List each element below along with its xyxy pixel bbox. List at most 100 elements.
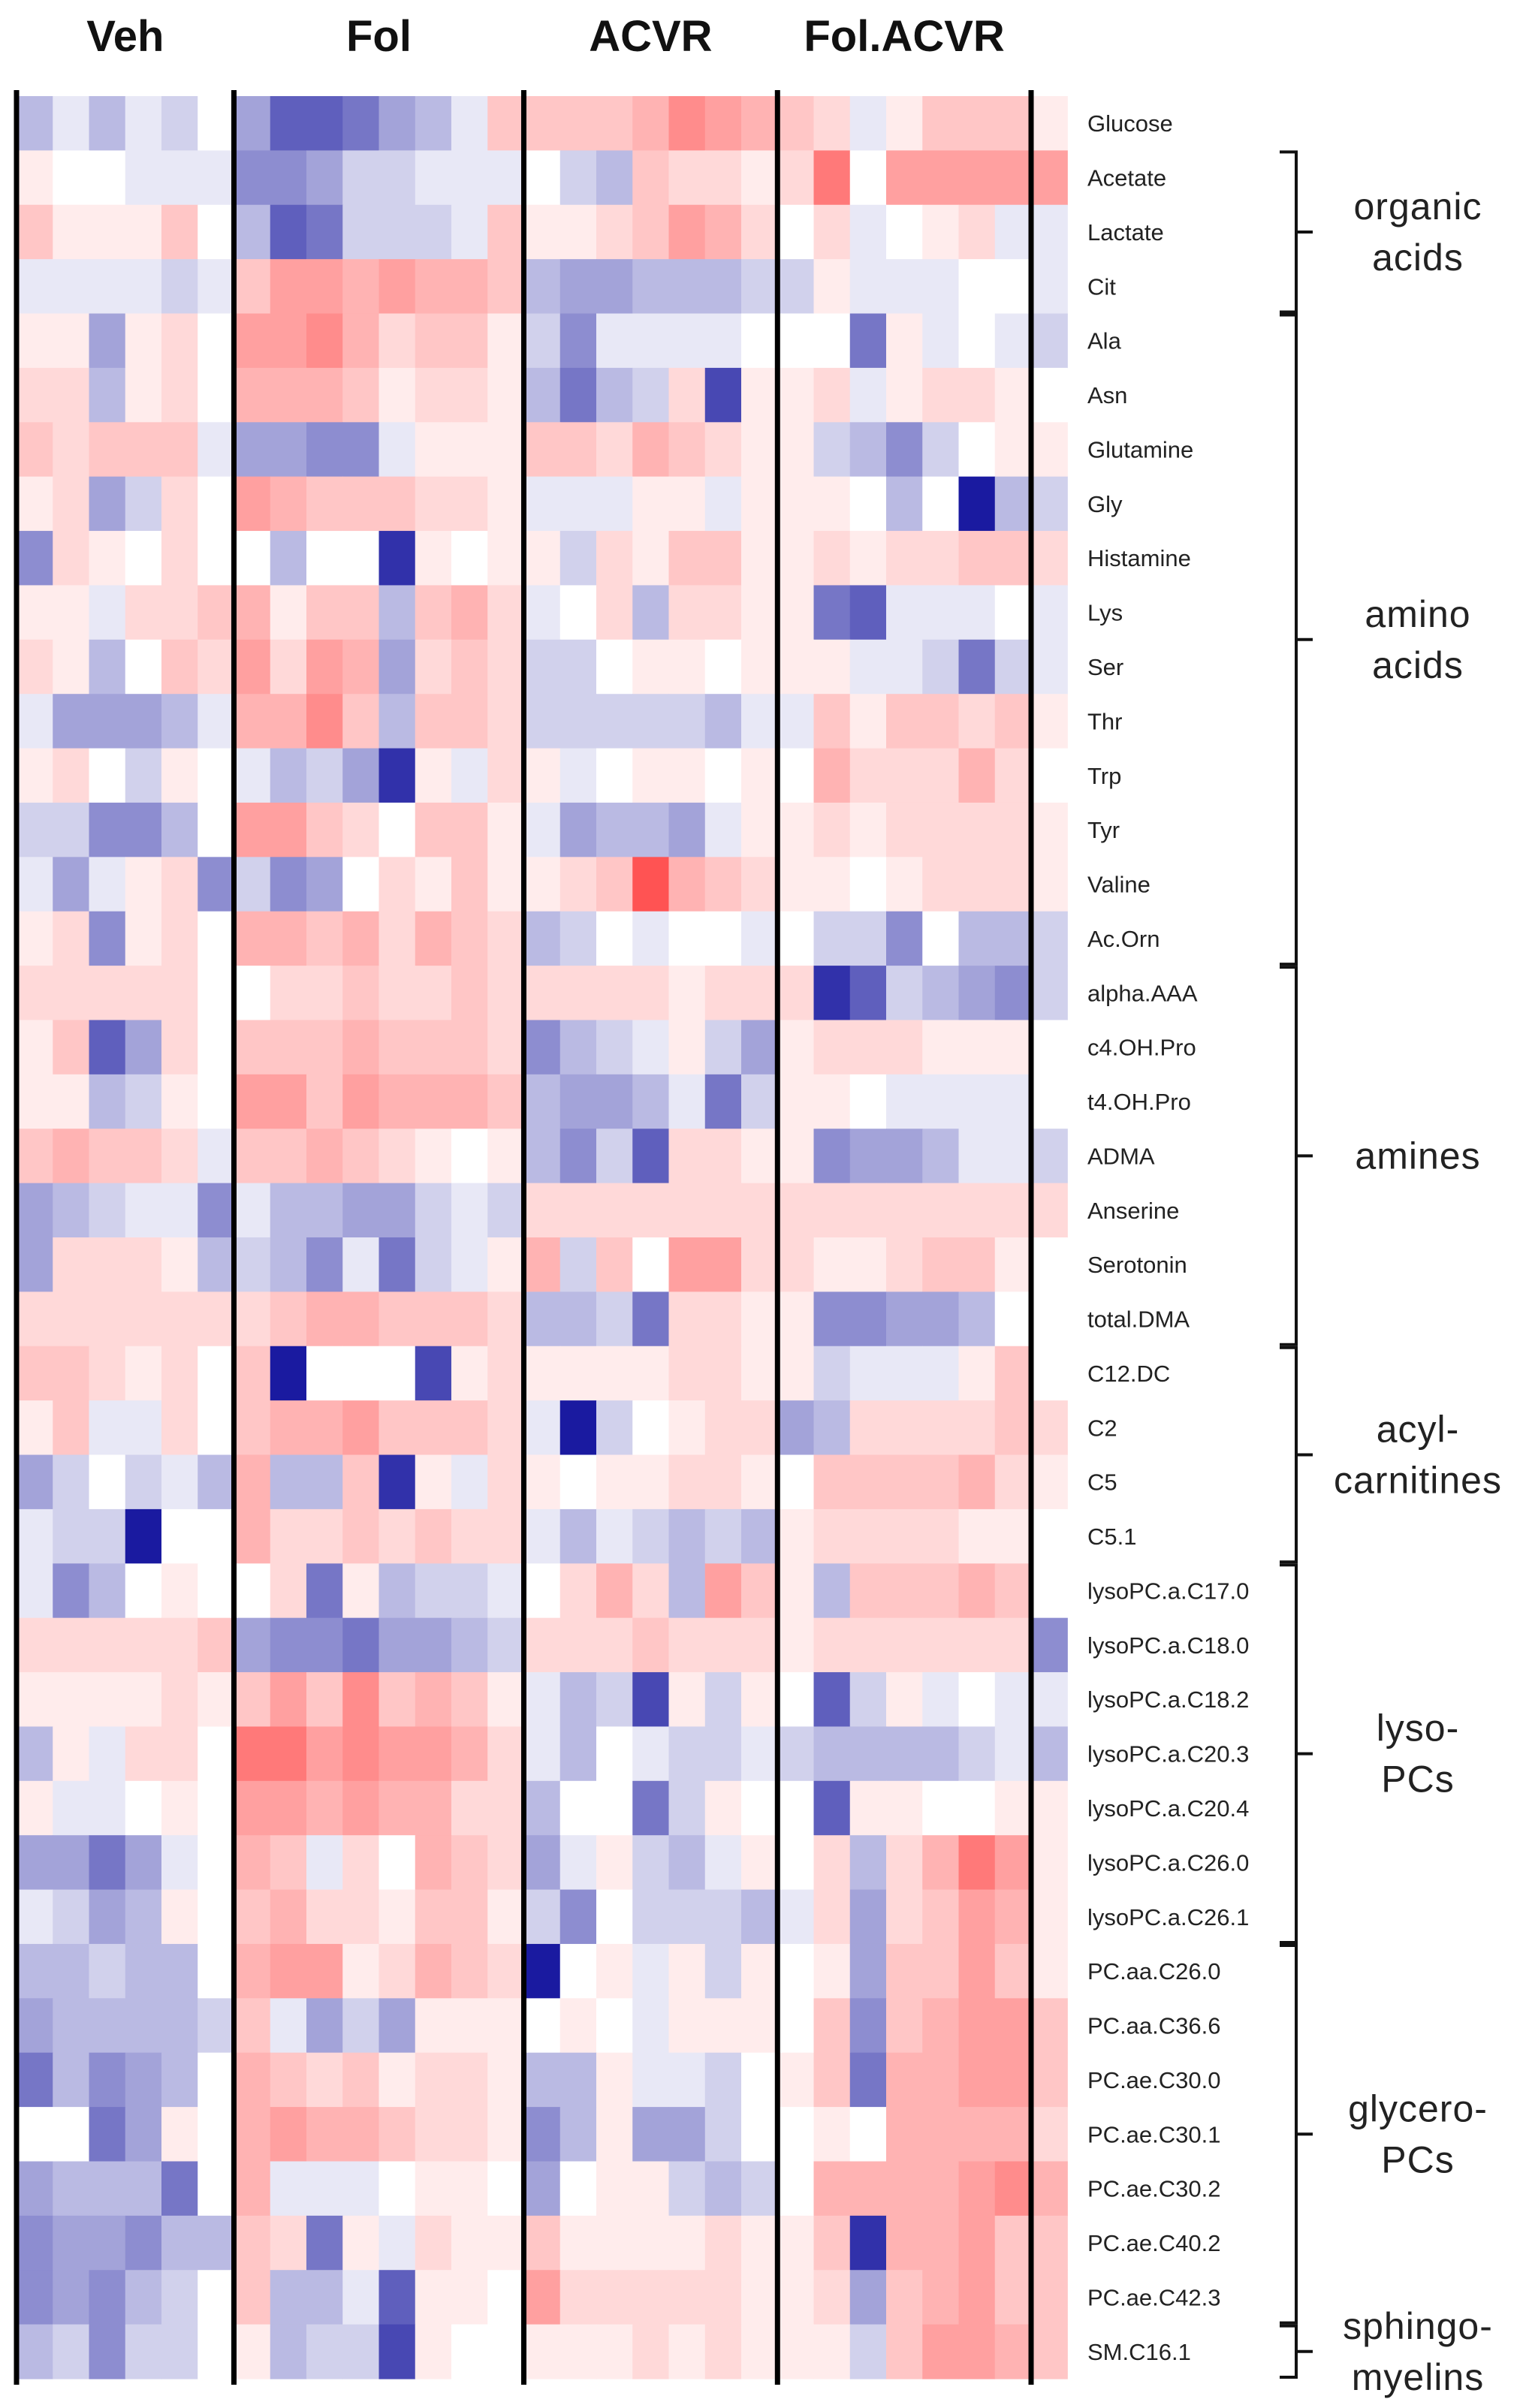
heatmap-cell [378,1835,416,1891]
heatmap-cell [632,259,670,315]
heatmap-cell [559,1508,597,1564]
category-bracket [1280,1346,1313,1564]
heatmap-cell [523,313,561,369]
row-label: Thr [1087,708,1123,734]
heatmap-cell [378,2324,416,2379]
heatmap-cell [89,2107,126,2162]
heatmap-cell [487,96,525,151]
heatmap-cell [849,2052,887,2108]
heatmap-cell [886,1889,923,1945]
category-label: organic [1354,185,1482,228]
heatmap-cell [741,1508,778,1564]
heatmap-cell [270,857,307,912]
row-label: PC.ae.C30.1 [1087,2121,1221,2147]
heatmap-cell [378,1237,416,1292]
heatmap-cell [1031,748,1068,803]
heatmap-cell [813,1454,851,1510]
heatmap-cell [378,2270,416,2325]
heatmap-cell [741,966,778,1021]
heatmap-cell [415,476,452,532]
heatmap-cell [415,966,452,1021]
heatmap-cell [198,1291,235,1347]
heatmap-cell [161,694,198,749]
heatmap-cell [777,1291,815,1347]
heatmap-cell [523,2215,561,2271]
heatmap-cell [596,1672,633,1728]
heatmap-cell [17,1346,53,1401]
heatmap-cell [1031,96,1068,151]
heatmap-cell [958,1129,996,1184]
heatmap-cell [559,1617,597,1673]
heatmap-cell [668,1183,706,1238]
heatmap-cell [415,422,452,478]
heatmap-cell [741,1726,778,1782]
heatmap-cell [994,748,1032,803]
heatmap-cell [198,639,235,695]
heatmap-cell [741,1889,778,1945]
heatmap-cell [451,1237,488,1292]
heatmap-cell [922,2052,960,2108]
heatmap-cell [89,857,126,912]
heatmap-cell [632,1889,670,1945]
heatmap-cell [632,531,670,586]
heatmap-cell [306,1672,343,1728]
heatmap-cell [559,1291,597,1347]
heatmap-cell [378,422,416,478]
heatmap-cell [17,96,53,151]
heatmap-cell [198,802,235,857]
heatmap-cell [886,1291,923,1347]
heatmap-cell [777,1129,815,1184]
heatmap-cell [958,748,996,803]
heatmap-cell [813,1237,851,1292]
heatmap-cell [849,748,887,803]
heatmap-cell [306,2052,343,2108]
heatmap-cell [958,1835,996,1891]
heatmap-cell [378,531,416,586]
heatmap-cell [17,2270,53,2325]
heatmap-cell [741,1237,778,1292]
category-label: myelins [1352,2356,1484,2398]
heatmap-cell [741,911,778,966]
heatmap-cell [342,313,380,369]
heatmap-cell [1031,1400,1068,1456]
heatmap-cell [559,1454,597,1510]
heatmap-cell [668,911,706,966]
heatmap-cell [741,476,778,532]
row-label: alpha.AAA [1087,980,1198,1006]
heatmap-cell [487,367,525,423]
heatmap-cell [813,1074,851,1129]
heatmap-cell [777,694,815,749]
heatmap-cell [415,1129,452,1184]
heatmap-cell [704,1454,742,1510]
heatmap-cell [849,966,887,1021]
heatmap-cell [704,422,742,478]
heatmap-cell [994,1998,1032,2054]
heatmap-cell [161,2052,198,2108]
heatmap-cell [234,1780,271,1836]
heatmap-cell [234,694,271,749]
heatmap-cell [994,1129,1032,1184]
heatmap-cell [922,367,960,423]
heatmap-cell [306,2270,343,2325]
heatmap-cell [161,1183,198,1238]
heatmap-cell [487,1780,525,1836]
heatmap-cell [53,1998,90,2054]
heatmap-cell [596,2107,633,2162]
heatmap-cell [523,2107,561,2162]
heatmap-cell [632,1346,670,1401]
heatmap-cell [994,802,1032,857]
heatmap-cell [777,1183,815,1238]
heatmap-cell [704,2107,742,2162]
heatmap-cell [342,911,380,966]
heatmap-cell [451,1835,488,1891]
heatmap-cell [270,150,307,206]
heatmap-cell [632,694,670,749]
heatmap-cell [813,1400,851,1456]
heatmap-cell [342,1508,380,1564]
heatmap-cell [922,857,960,912]
heatmap-cell [378,1020,416,1075]
heatmap-cell [487,204,525,260]
heatmap-cell [886,2107,923,2162]
heatmap-cell [306,96,343,151]
heatmap-cell [958,1400,996,1456]
